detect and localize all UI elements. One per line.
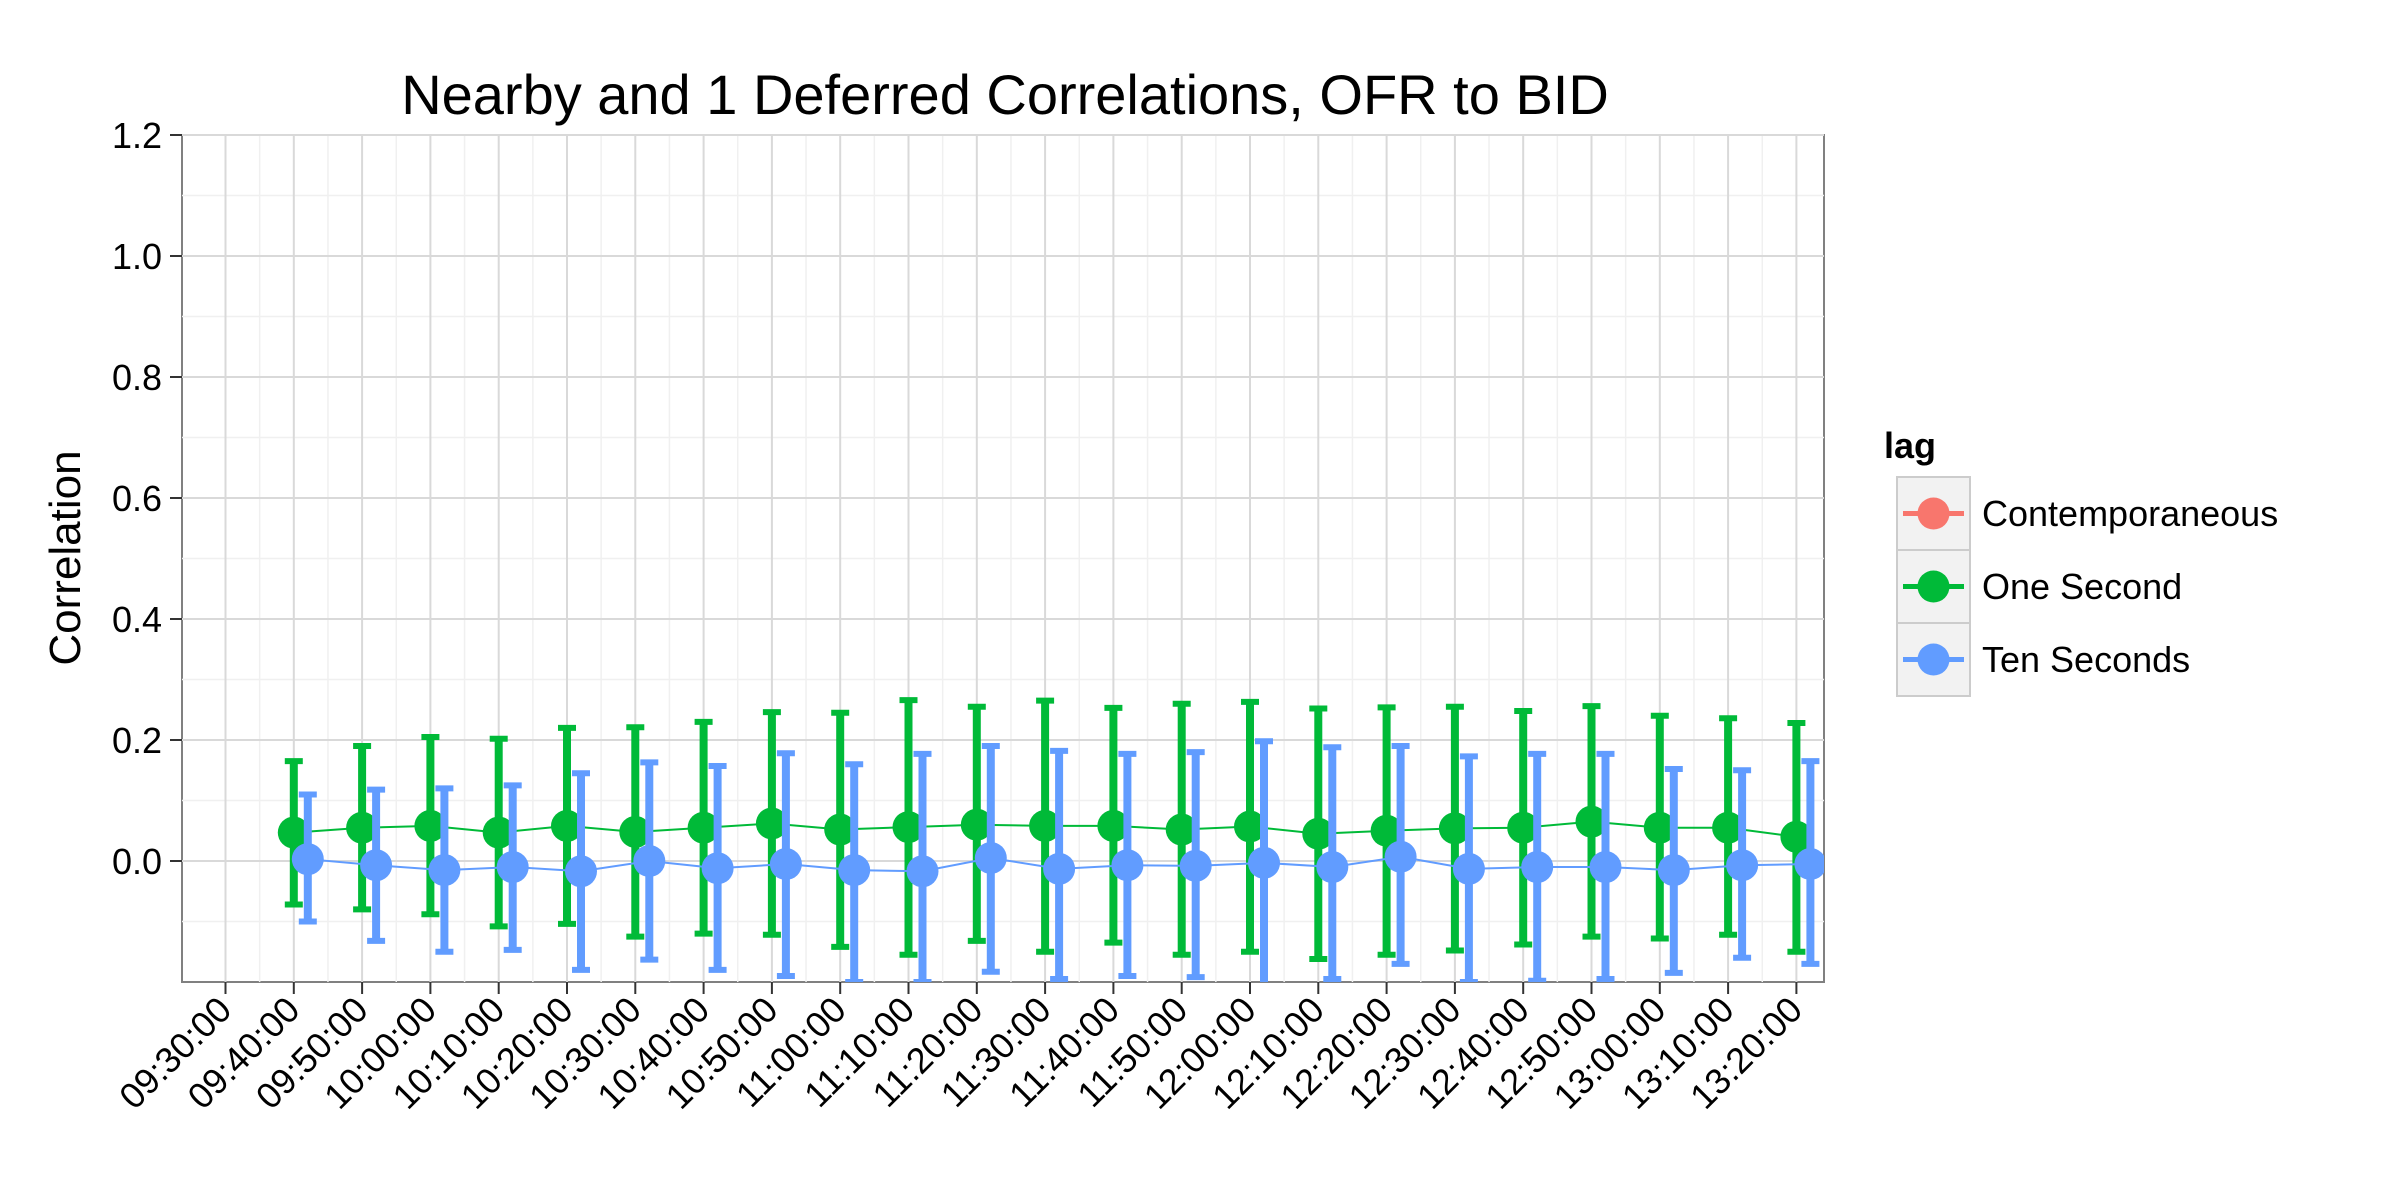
- y-tick-label: 0.2: [112, 720, 162, 761]
- data-point: [687, 811, 720, 844]
- legend-key-point: [1917, 497, 1950, 530]
- data-point: [1575, 805, 1608, 838]
- data-point: [824, 813, 857, 846]
- data-point: [1097, 809, 1130, 842]
- data-point: [769, 848, 802, 881]
- data-point: [960, 808, 993, 841]
- data-point: [838, 854, 871, 887]
- data-point: [1248, 846, 1280, 879]
- data-point: [619, 815, 652, 848]
- legend-label: Ten Seconds: [1982, 639, 2190, 680]
- data-point: [1438, 812, 1471, 845]
- y-tick-label: 0.4: [112, 599, 162, 640]
- chart-title: Nearby and 1 Deferred Correlations, OFR …: [401, 63, 1609, 126]
- data-point: [277, 816, 310, 849]
- data-point: [1643, 811, 1676, 844]
- data-point: [1234, 810, 1266, 843]
- legend-label: Contemporaneous: [1982, 493, 2278, 534]
- data-point: [1589, 851, 1622, 884]
- series-clip-group: [277, 697, 1824, 982]
- data-point: [1179, 849, 1212, 882]
- data-point: [1726, 849, 1759, 882]
- data-point: [701, 852, 734, 885]
- data-point: [1521, 851, 1554, 884]
- data-point: [1029, 809, 1062, 842]
- y-tick-label: 0.0: [112, 841, 162, 882]
- data-point: [482, 816, 515, 849]
- data-point: [414, 809, 447, 842]
- legend-key-border: [1896, 622, 1971, 697]
- legend-key-point: [1917, 643, 1950, 676]
- data-point: [346, 811, 379, 844]
- data-point: [1370, 814, 1403, 847]
- data-point: [565, 855, 597, 888]
- data-point: [291, 843, 324, 876]
- data-point: [1316, 851, 1349, 884]
- data-point: [360, 849, 393, 882]
- data-point: [755, 807, 788, 840]
- y-tick-label: 0.6: [112, 478, 162, 519]
- data-point: [633, 845, 666, 877]
- data-point: [1452, 852, 1485, 885]
- y-tick-label: 1.0: [112, 236, 162, 277]
- legend-label: One Second: [1982, 566, 2182, 607]
- data-point: [1712, 811, 1745, 844]
- data-point: [906, 855, 939, 888]
- data-point: [1043, 852, 1076, 885]
- data-point: [1165, 813, 1198, 846]
- legend: lag Contemporaneous One Second Ten Seconds: [1884, 425, 2278, 697]
- series-one-second: [277, 697, 1813, 963]
- data-point: [1794, 848, 1824, 881]
- data-point: [1657, 854, 1690, 887]
- grid-minor: [182, 135, 1824, 982]
- data-point: [1111, 849, 1144, 882]
- y-axis-title: Correlation: [41, 450, 90, 665]
- data-point: [551, 809, 583, 842]
- legend-title: lag: [1884, 425, 1936, 466]
- data-point: [974, 841, 1007, 874]
- data-point: [1384, 840, 1417, 873]
- series-ten-seconds: [291, 738, 1824, 982]
- data-point: [892, 811, 925, 844]
- legend-key-point: [1917, 570, 1950, 603]
- series-layer: [277, 697, 1824, 982]
- data-point: [1780, 820, 1813, 853]
- data-point: [1302, 817, 1335, 850]
- data-point: [428, 854, 461, 887]
- data-point: [1507, 811, 1540, 844]
- legend-keys: Contemporaneous One Second Ten Seconds: [1896, 476, 2278, 697]
- data-point: [496, 851, 529, 884]
- y-tick-label: 1.2: [112, 115, 162, 156]
- y-tick-label: 0.8: [112, 357, 162, 398]
